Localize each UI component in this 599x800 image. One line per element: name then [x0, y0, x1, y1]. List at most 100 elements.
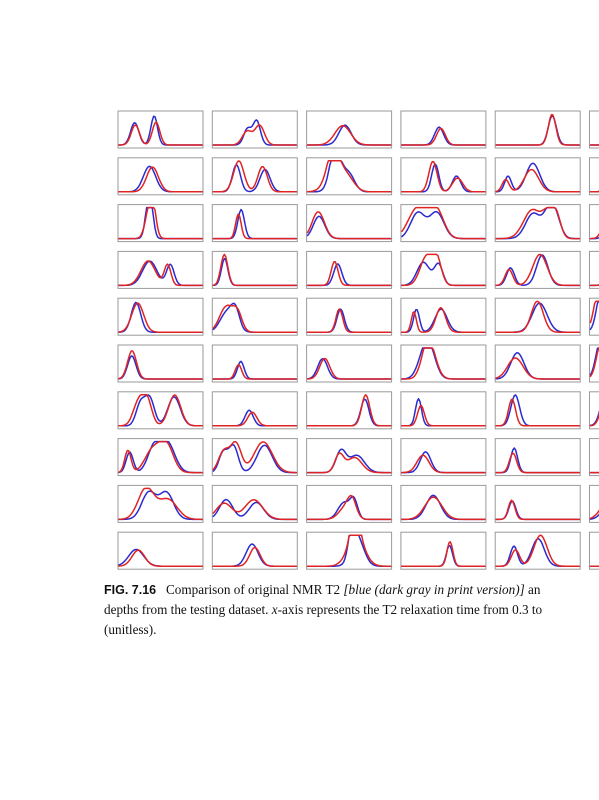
comparison-panel: [400, 110, 487, 149]
panel-frame: [589, 484, 599, 523]
predicted-t2-curve: [306, 160, 392, 193]
predicted-t2-curve: [306, 494, 392, 521]
predicted-t2-curve: [118, 487, 203, 521]
comparison-panel: [589, 297, 599, 336]
comparison-panel: [494, 250, 581, 289]
predicted-t2-curve: [118, 166, 203, 193]
comparison-panel: [306, 531, 393, 570]
panel-frame: [589, 110, 599, 149]
panel-frame: [211, 204, 298, 243]
predicted-t2-curve: [401, 127, 486, 146]
comparison-panel: [117, 531, 204, 570]
predicted-t2-curve: [118, 121, 203, 146]
panel-frame: [117, 297, 204, 336]
predicted-t2-curve: [495, 398, 580, 427]
comparison-panel: [494, 157, 581, 196]
panel-frame: [589, 204, 599, 243]
comparison-panel: [211, 297, 298, 336]
comparison-panel: [117, 250, 204, 289]
predicted-t2-curve: [306, 211, 392, 240]
predicted-t2-curve: [306, 534, 392, 567]
predicted-t2-curve: [118, 302, 203, 333]
comparison-panel: [400, 250, 487, 289]
comparison-panel: [589, 531, 599, 570]
predicted-t2-curve: [401, 454, 486, 474]
predicted-t2-curve: [212, 160, 298, 193]
comparison-panel: [117, 110, 204, 149]
predicted-t2-curve: [118, 440, 203, 474]
comparison-panel: [400, 157, 487, 196]
panel-frame: [306, 391, 393, 430]
comparison-panel: [211, 157, 298, 196]
predicted-t2-curve: [401, 347, 486, 380]
caption-text-1a: Comparison of original NMR T2: [166, 582, 344, 597]
comparison-panel: [211, 250, 298, 289]
comparison-panel: [306, 344, 393, 383]
panel-frame: [494, 391, 581, 430]
predicted-t2-curve: [401, 253, 486, 287]
predicted-t2-curve: [495, 499, 580, 521]
caption-line-3: (unitless).: [104, 622, 157, 637]
predicted-t2-curve: [212, 213, 298, 240]
caption-text-2b: -axis represents the T2 relaxation time …: [277, 602, 543, 617]
panel-frame: [400, 250, 487, 289]
panel-frame: [589, 157, 599, 196]
comparison-panel: [211, 531, 298, 570]
predicted-t2-curve: [495, 253, 580, 287]
panel-frame: [117, 531, 204, 570]
comparison-panel: [589, 391, 599, 430]
caption-text-1-italic: [blue (dark gray in print version)]: [343, 582, 525, 597]
panel-frame: [306, 297, 393, 336]
comparison-panel: [494, 484, 581, 523]
panel-frame: [306, 250, 393, 289]
predicted-t2-curve: [495, 452, 580, 474]
comparison-panel: [589, 484, 599, 523]
panel-frame: [400, 297, 487, 336]
comparison-panel: [400, 344, 487, 383]
panel-frame: [211, 391, 298, 430]
comparison-panel: [400, 391, 487, 430]
caption-text-1b: an: [524, 582, 541, 597]
predicted-t2-curve: [306, 308, 392, 333]
panel-frame: [211, 344, 298, 383]
panel-frame: [306, 110, 393, 149]
panel-frame: [117, 484, 204, 523]
predicted-t2-curve: [118, 350, 203, 380]
comparison-panel: [117, 297, 204, 336]
original-t2-curve: [212, 443, 298, 474]
predicted-t2-curve: [495, 113, 580, 146]
panel-frame: [494, 344, 581, 383]
panel-frame: [589, 438, 599, 477]
nmr-t2-comparison-figure: [114, 108, 599, 576]
comparison-panel: [117, 438, 204, 477]
panel-frame: [494, 110, 581, 149]
comparison-panel: [400, 484, 487, 523]
predicted-t2-curve: [306, 261, 392, 287]
comparison-panel: [211, 438, 298, 477]
panel-grid: [117, 110, 599, 570]
comparison-panel: [306, 484, 393, 523]
predicted-t2-curve: [306, 394, 392, 427]
predicted-t2-curve: [495, 168, 580, 193]
comparison-panel: [306, 391, 393, 430]
panel-frame: [589, 531, 599, 570]
panel-frame: [589, 250, 599, 289]
panel-frame: [400, 110, 487, 149]
predicted-t2-curve: [212, 364, 298, 380]
figure-label: FIG. 7.16: [104, 583, 157, 597]
comparison-panel: [306, 297, 393, 336]
comparison-panel: [589, 250, 599, 289]
comparison-panel: [211, 110, 298, 149]
comparison-panel: [211, 391, 298, 430]
predicted-t2-curve: [306, 357, 392, 380]
caption-line-2: depths from the testing dataset. x-axis …: [104, 600, 599, 620]
panel-frame: [306, 204, 393, 243]
predicted-t2-curve: [495, 357, 580, 380]
predicted-t2-curve: [118, 394, 203, 427]
caption-line-1: FIG. 7.16 Comparison of original NMR T2 …: [104, 580, 599, 600]
panel-frame: [494, 484, 581, 523]
predicted-t2-curve: [212, 304, 298, 333]
comparison-panel: [400, 204, 487, 243]
predicted-t2-curve: [401, 496, 486, 521]
panel-frame: [117, 157, 204, 196]
